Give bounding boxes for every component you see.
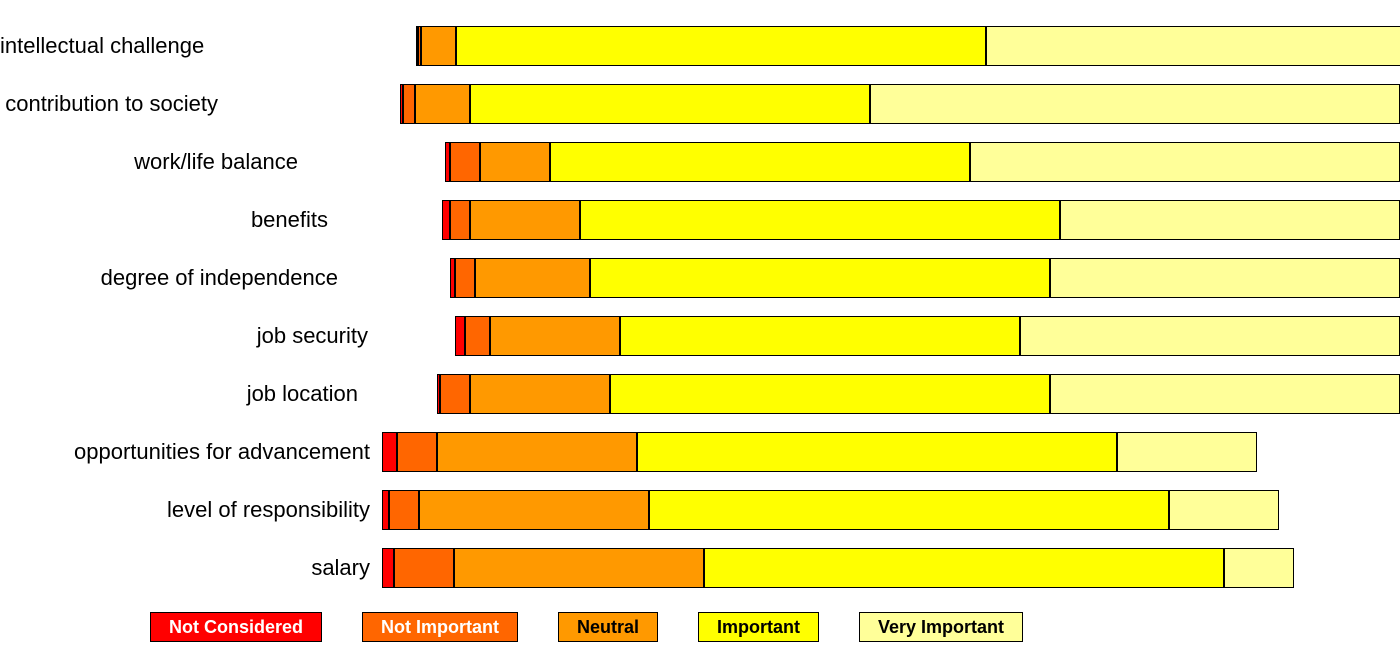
chart-row: job security xyxy=(0,310,1400,362)
bar-offset-spacer xyxy=(370,374,437,414)
legend-item-important: Important xyxy=(698,612,819,642)
bar-segment-not-important xyxy=(450,200,470,240)
bar-segment-very-important xyxy=(870,84,1400,124)
bar-segment-neutral xyxy=(490,316,620,356)
row-label: salary xyxy=(0,555,382,581)
bar-segment-neutral xyxy=(480,142,550,182)
bar-segment-important xyxy=(610,374,1050,414)
bar-segment-very-important xyxy=(1060,200,1400,240)
bar xyxy=(216,26,1400,66)
row-label: job location xyxy=(0,381,370,407)
row-label: job security xyxy=(0,323,380,349)
bar xyxy=(382,490,1400,530)
bar-segment-not-important xyxy=(403,84,415,124)
bar-segment-not-important xyxy=(440,374,470,414)
legend-item-not-considered: Not Considered xyxy=(150,612,322,642)
bar-offset-spacer xyxy=(230,84,400,124)
bar-segment-not-important xyxy=(397,432,437,472)
bar xyxy=(382,432,1400,472)
bar-segment-important xyxy=(456,26,986,66)
bar-segment-not-important xyxy=(455,258,475,298)
bar-segment-not-considered xyxy=(455,316,465,356)
bar-segment-very-important xyxy=(1050,258,1400,298)
bar-offset-spacer xyxy=(216,26,416,66)
chart-row: salary xyxy=(0,542,1400,594)
bar-segment-neutral xyxy=(421,26,456,66)
bar-segment-very-important xyxy=(1020,316,1400,356)
bar-segment-not-considered xyxy=(382,548,394,588)
bar-segment-important xyxy=(470,84,870,124)
bar-segment-important xyxy=(704,548,1224,588)
bar-segment-neutral xyxy=(454,548,704,588)
chart-legend: Not Considered Not Important Neutral Import… xyxy=(150,612,1023,642)
chart-row: benefits xyxy=(0,194,1400,246)
bar-segment-important xyxy=(550,142,970,182)
bar-segment-neutral xyxy=(419,490,649,530)
bar-segment-neutral xyxy=(470,374,610,414)
legend-item-neutral: Neutral xyxy=(558,612,658,642)
row-label: work/life balance xyxy=(0,149,310,175)
bar xyxy=(350,258,1400,298)
chart-row: intellectual challenge xyxy=(0,20,1400,72)
bar-segment-neutral xyxy=(437,432,637,472)
bar xyxy=(370,374,1400,414)
bar-segment-not-considered xyxy=(442,200,450,240)
bar-segment-important xyxy=(580,200,1060,240)
stacked-bar-chart: intellectual challenge contribution to so… xyxy=(0,0,1400,660)
row-label: benefits xyxy=(0,207,340,233)
chart-row: level of responsibility xyxy=(0,484,1400,536)
row-label: opportunities for advancement xyxy=(0,439,382,465)
chart-row: job location xyxy=(0,368,1400,420)
bar-segment-important xyxy=(649,490,1169,530)
chart-row: degree of independence xyxy=(0,252,1400,304)
row-label: intellectual challenge xyxy=(0,33,216,59)
bar-segment-very-important xyxy=(1224,548,1294,588)
bar-segment-very-important xyxy=(1117,432,1257,472)
bar-segment-important xyxy=(590,258,1050,298)
legend-item-not-important: Not Important xyxy=(362,612,518,642)
bar-offset-spacer xyxy=(340,200,442,240)
bar-segment-very-important xyxy=(970,142,1400,182)
bar-segment-important xyxy=(620,316,1020,356)
chart-row: work/life balance xyxy=(0,136,1400,188)
chart-rows: intellectual challenge contribution to so… xyxy=(0,20,1400,600)
legend-item-very-important: Very Important xyxy=(859,612,1023,642)
row-label: contribution to society xyxy=(0,91,230,117)
row-label: level of responsibility xyxy=(0,497,382,523)
bar-offset-spacer xyxy=(380,316,455,356)
bar xyxy=(230,84,1400,124)
bar-segment-neutral xyxy=(415,84,470,124)
bar-segment-not-important xyxy=(465,316,490,356)
bar-segment-neutral xyxy=(470,200,580,240)
chart-row: contribution to society xyxy=(0,78,1400,130)
bar xyxy=(340,200,1400,240)
bar xyxy=(382,548,1400,588)
chart-row: opportunities for advancement xyxy=(0,426,1400,478)
bar-segment-very-important xyxy=(1050,374,1400,414)
row-label: degree of independence xyxy=(0,265,350,291)
bar-segment-important xyxy=(637,432,1117,472)
bar xyxy=(380,316,1400,356)
bar-segment-not-important xyxy=(450,142,480,182)
bar-segment-not-considered xyxy=(382,432,397,472)
bar-segment-neutral xyxy=(475,258,590,298)
bar-segment-very-important xyxy=(1169,490,1279,530)
bar-segment-very-important xyxy=(986,26,1400,66)
bar-offset-spacer xyxy=(310,142,445,182)
bar xyxy=(310,142,1400,182)
bar-offset-spacer xyxy=(350,258,450,298)
bar-segment-not-important xyxy=(394,548,454,588)
bar-segment-not-considered xyxy=(382,490,389,530)
bar-segment-not-important xyxy=(389,490,419,530)
